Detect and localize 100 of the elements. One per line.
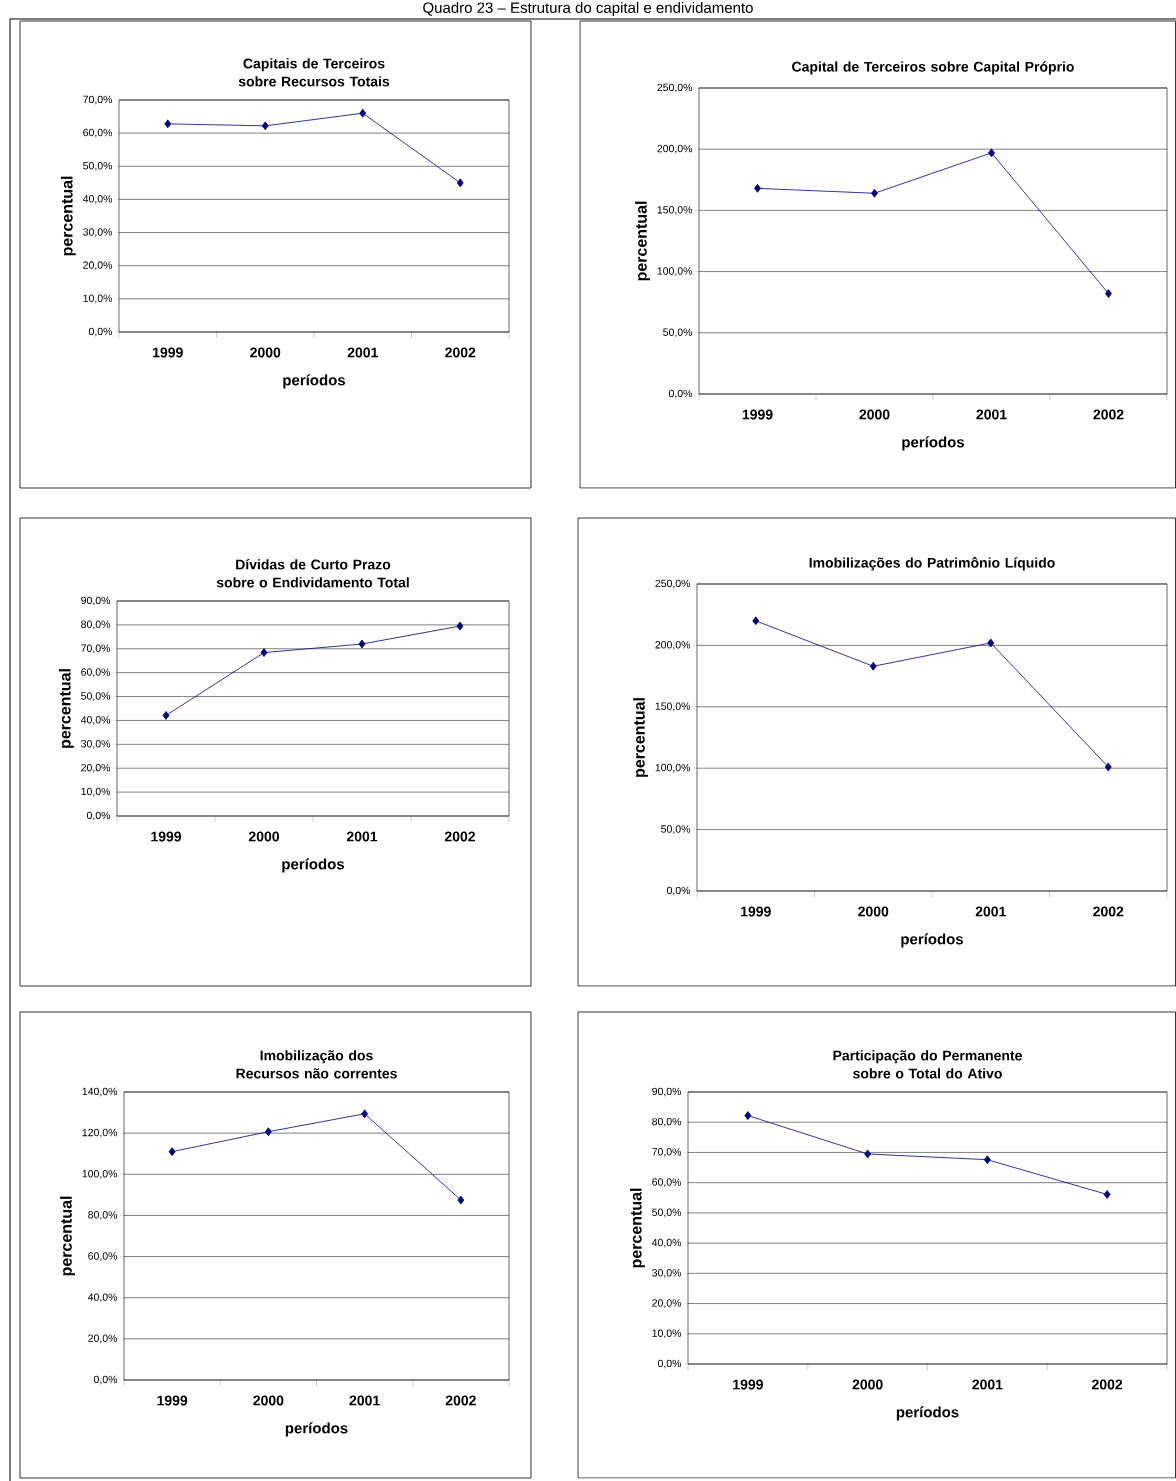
chart-title: Imobilização dos Recursos não correntes [236, 1050, 397, 1079]
y-axis-title: percentual [629, 1188, 645, 1268]
x-tick-label: 1999 [733, 1379, 763, 1390]
y-tick-label: 0,0% [668, 389, 693, 399]
x-tick-label: 2002 [1093, 906, 1124, 917]
y-tick-label: 10,0% [83, 294, 113, 304]
y-tick-label: 70,0% [83, 95, 113, 105]
point [359, 108, 367, 118]
y-tick-label: 200,0% [657, 144, 693, 154]
x-axis-title: períodos [896, 1406, 959, 1421]
point [987, 638, 995, 648]
x-tick-label: 2001 [347, 347, 378, 358]
point [752, 616, 760, 626]
x-tick-label: 2002 [1092, 1379, 1123, 1390]
y-tick-label: 0,0% [86, 811, 111, 821]
x-axis-title: períodos [285, 1422, 348, 1437]
y-tick-label: 70,0% [652, 1148, 682, 1157]
point [1104, 762, 1112, 772]
x-tick-label: 2000 [253, 1395, 284, 1406]
point [754, 183, 761, 193]
point [744, 1111, 752, 1120]
y-tick-label: 80,0% [88, 1211, 118, 1220]
point [162, 711, 170, 720]
x-axis-title: períodos [282, 858, 345, 873]
y-axis-title: percentual [633, 698, 648, 777]
y-tick-label: 0,0% [666, 886, 691, 896]
y-tick-label: 60,0% [652, 1178, 682, 1188]
chart-title: Dívidas de Curto Prazo sobre o Endividamento Total [216, 559, 409, 588]
y-tick-label: 60,0% [81, 668, 111, 678]
y-tick-label: 40,0% [82, 195, 113, 204]
y-tick-label: 100,0% [82, 1169, 118, 1179]
x-tick-label: 2000 [858, 906, 889, 917]
y-tick-label: 150,0% [657, 206, 693, 215]
point [983, 1155, 991, 1165]
point [456, 178, 464, 188]
y-tick-label: 0,0% [657, 1359, 682, 1369]
y-tick-label: 20,0% [88, 1334, 118, 1344]
y-tick-label: 10,0% [81, 787, 111, 797]
y-tick-label: 50,0% [652, 1208, 682, 1218]
y-tick-label: 50,0% [661, 825, 691, 834]
x-tick-label: 2001 [346, 831, 378, 842]
y-tick-label: 60,0% [88, 1252, 118, 1261]
x-tick-label: 2001 [976, 409, 1007, 420]
chart-title: Capitais de Terceiros sobre Recursos Totais [238, 58, 390, 87]
y-tick-label: 0,0% [88, 327, 113, 337]
x-tick-label: 1999 [157, 1395, 188, 1406]
y-tick-label: 50,0% [83, 161, 113, 171]
chart-title: Imobilizações do Patrimônio Líquido [809, 557, 1055, 571]
point [361, 1109, 369, 1119]
point [260, 648, 268, 657]
y-tick-label: 70,0% [81, 644, 111, 654]
y-tick-label: 30,0% [83, 228, 113, 237]
x-tick-label: 2001 [972, 1379, 1003, 1390]
y-tick-label: 20,0% [83, 261, 113, 271]
x-tick-label: 2000 [248, 831, 279, 842]
y-tick-label: 40,0% [87, 1293, 118, 1303]
y-axis-title: percentual [60, 176, 76, 256]
y-tick-label: 80,0% [81, 620, 111, 630]
x-tick-label: 1999 [151, 831, 182, 842]
y-tick-label: 10,0% [652, 1329, 682, 1339]
y-tick-label: 100,0% [655, 763, 691, 773]
y-axis-title: percentual [60, 1196, 75, 1276]
x-tick-label: 2002 [1093, 409, 1124, 420]
x-tick-label: 1999 [153, 347, 183, 358]
point [1105, 289, 1112, 299]
chart-title: Capital de Terceiros sobre Capital Próprio [792, 61, 1074, 75]
x-tick-label: 2000 [852, 1379, 883, 1390]
point [456, 621, 464, 631]
y-tick-label: 150,0% [655, 702, 691, 712]
y-tick-label: 30,0% [652, 1269, 682, 1278]
x-tick-label: 1999 [741, 906, 771, 917]
y-tick-label: 50,0% [663, 328, 693, 338]
chart-title: Participação do Permanente sobre o Total do Ativo [833, 1050, 1022, 1079]
point [1103, 1190, 1111, 1199]
y-tick-label: 20,0% [652, 1299, 682, 1308]
x-tick-label: 2000 [250, 347, 281, 358]
y-tick-label: 0,0% [93, 1375, 118, 1385]
x-tick-label: 1999 [742, 409, 773, 420]
y-tick-label: 60,0% [83, 128, 113, 138]
x-axis-title: períodos [902, 436, 965, 451]
x-tick-label: 2000 [859, 409, 890, 420]
point [871, 188, 878, 198]
y-tick-label: 90,0% [81, 596, 111, 606]
point [457, 1195, 465, 1205]
point [869, 661, 877, 671]
x-axis-title: períodos [901, 933, 964, 948]
point [261, 121, 269, 131]
point [264, 1127, 272, 1137]
x-tick-label: 2001 [349, 1395, 380, 1406]
y-tick-label: 250,0% [655, 579, 691, 589]
point [988, 148, 995, 158]
y-tick-label: 250,0% [657, 83, 693, 93]
y-tick-label: 20,0% [81, 763, 111, 773]
point [164, 119, 172, 129]
y-tick-label: 40,0% [80, 716, 111, 725]
point [168, 1147, 176, 1157]
x-tick-label: 2002 [445, 1395, 476, 1406]
y-axis-title: percentual [58, 669, 74, 748]
x-axis-title: períodos [283, 374, 346, 389]
x-tick-label: 2002 [445, 347, 476, 358]
